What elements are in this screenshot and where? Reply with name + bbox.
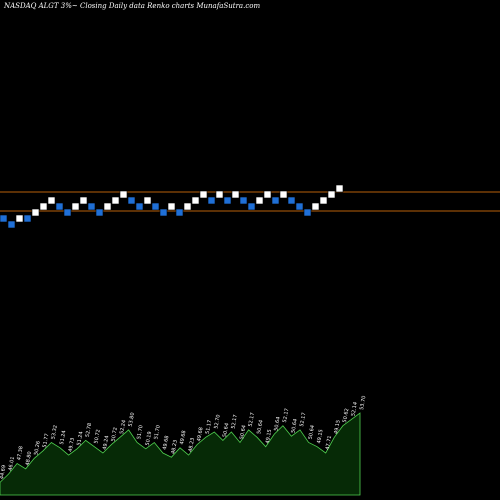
renko-brick-down (87, 202, 96, 211)
renko-brick-down (127, 196, 136, 205)
brick-value-label: 52.78 (85, 423, 93, 438)
renko-brick-down (207, 196, 216, 205)
brick-value-label: 50.72 (93, 429, 101, 444)
renko-brick-up (199, 190, 208, 199)
brick-value-label: 48.80 (25, 451, 33, 466)
renko-brick-up (215, 190, 224, 199)
renko-brick-up (103, 202, 112, 211)
renko-brick-down (7, 220, 16, 229)
brick-value-label: 50.64 (256, 419, 264, 434)
renko-brick-up (15, 214, 24, 223)
renko-brick-down (95, 208, 104, 217)
renko-bricks (0, 184, 344, 229)
chart-title: NASDAQ ALGT 3%~ Closing Daily data Renko… (4, 2, 261, 10)
brick-value-label: 49.68 (196, 427, 204, 442)
brick-value-label: 52.17 (230, 414, 238, 429)
brick-value-label: 51.24 (76, 431, 84, 446)
renko-brick-up (183, 202, 192, 211)
renko-brick-down (159, 208, 168, 217)
brick-value-label: 48.23 (170, 439, 178, 454)
brick-value-label: 47.71 (325, 435, 333, 450)
brick-value-label: 51.77 (42, 433, 50, 448)
renko-brick-up (167, 202, 176, 211)
brick-value-label: 49.68 (179, 430, 187, 445)
brick-value-label: 50.64 (308, 425, 316, 440)
renko-brick-up (263, 190, 272, 199)
renko-brick-down (0, 214, 8, 223)
renko-brick-up (191, 196, 200, 205)
renko-brick-down (175, 208, 184, 217)
brick-value-label: 50.26 (33, 440, 41, 455)
renko-brick-down (63, 208, 72, 217)
brick-value-label: 52.14 (350, 402, 358, 417)
renko-brick-down (287, 196, 296, 205)
brick-value-label: 44.69 (0, 465, 7, 480)
renko-brick-down (247, 202, 256, 211)
price-area-fill (0, 412, 361, 496)
brick-value-label: 52.17 (299, 412, 307, 427)
renko-brick-up (71, 202, 80, 211)
brick-value-label: 50.19 (145, 431, 153, 446)
brick-value-label: 49.15 (316, 429, 324, 444)
brick-value-label: 49.24 (102, 435, 110, 450)
renko-brick-up (319, 196, 328, 205)
renko-brick-up (143, 196, 152, 205)
brick-value-label: 52.17 (282, 408, 290, 423)
brick-value-label: 49.15 (333, 419, 341, 434)
brick-value-label: 50.64 (222, 423, 230, 438)
brick-value-label: 50.64 (273, 416, 281, 431)
renko-brick-down (23, 214, 32, 223)
renko-brick-down (55, 202, 64, 211)
brick-value-label: 51.70 (136, 425, 144, 440)
brick-value-label: 51.17 (205, 419, 213, 434)
renko-brick-up (255, 196, 264, 205)
brick-value-label: 52.70 (213, 414, 221, 429)
brick-value-label: 50.62 (342, 408, 350, 423)
brick-value-label: 49.68 (162, 435, 170, 450)
renko-brick-up (79, 196, 88, 205)
renko-brick-up (119, 190, 128, 199)
brick-value-label: 47.38 (16, 446, 24, 461)
renko-brick-up (327, 190, 336, 199)
renko-brick-up (279, 190, 288, 199)
brick-value-label: 51.70 (153, 425, 161, 440)
renko-brick-down (223, 196, 232, 205)
renko-brick-up (47, 196, 56, 205)
brick-value-label: 49.73 (68, 437, 76, 452)
renko-brick-up (39, 202, 48, 211)
renko-brick-up (231, 190, 240, 199)
brick-value-label: 50.72 (110, 427, 118, 442)
brick-value-label: 51.24 (59, 430, 67, 445)
brick-value-label: 53.70 (359, 395, 367, 410)
renko-brick-down (303, 208, 312, 217)
brick-value-label: 46.01 (8, 456, 16, 471)
brick-value-label: 53.80 (128, 412, 136, 427)
renko-brick-up (111, 196, 120, 205)
brick-value-label: 52.17 (248, 412, 256, 427)
brick-value-label: 50.64 (239, 425, 247, 440)
brick-value-label: 48.23 (188, 437, 196, 452)
brick-value-label: 50.64 (290, 418, 298, 433)
renko-brick-down (239, 196, 248, 205)
renko-brick-down (271, 196, 280, 205)
renko-brick-up (311, 202, 320, 211)
renko-brick-down (135, 202, 144, 211)
brick-value-label: 49.15 (265, 429, 273, 444)
price-area (0, 412, 361, 496)
brick-value-label: 52.24 (119, 419, 127, 434)
brick-value-label: 53.32 (50, 425, 58, 440)
renko-brick-down (151, 202, 160, 211)
renko-brick-up (31, 208, 40, 217)
renko-brick-up (335, 184, 344, 193)
renko-brick-down (295, 202, 304, 211)
